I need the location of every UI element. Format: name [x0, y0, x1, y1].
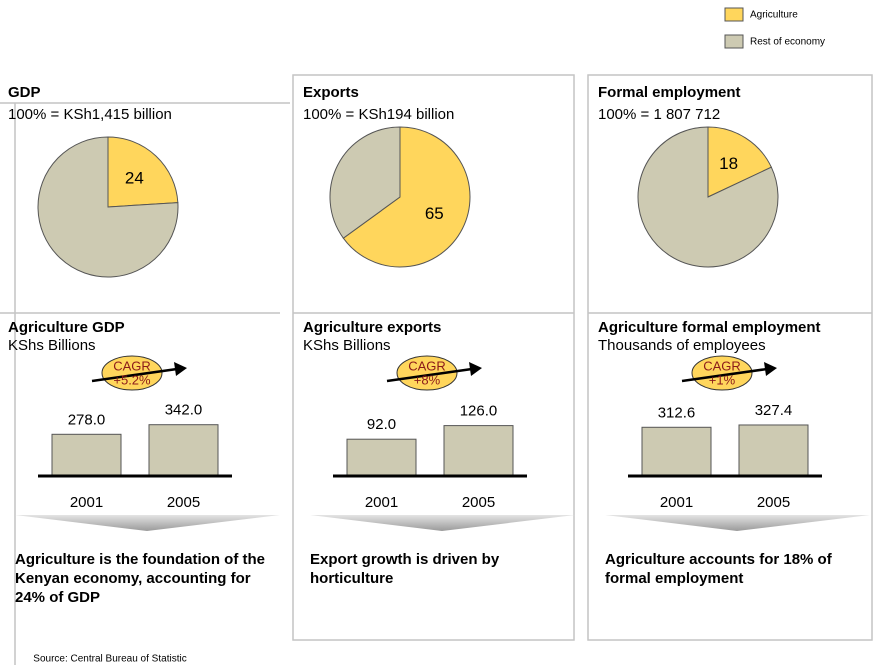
chevron	[15, 515, 280, 531]
data-label: 312.6	[658, 404, 696, 421]
bar	[51, 433, 122, 477]
x-tick-label: 2001	[365, 494, 398, 511]
pie-slice	[329, 126, 401, 239]
cagr-arrow	[91, 367, 178, 383]
data-label: 24	[125, 168, 144, 187]
cagr-label: CAGR	[113, 358, 151, 373]
cagr-value: +5.2%	[113, 372, 151, 387]
pie-subtitle: 100% = KSh1,415 billion	[8, 106, 172, 123]
pie-title: GDP	[8, 84, 41, 101]
data-label: 278.0	[68, 411, 106, 428]
x-tick-label: 2001	[660, 494, 693, 511]
pie-subtitle: 100% = KSh194 billion	[303, 106, 454, 123]
data-label: 92.0	[367, 416, 396, 433]
conclusion: Agriculture is the foundation of the Ken…	[15, 551, 265, 606]
legend-label: Rest of economy	[750, 37, 825, 48]
legend-swatch	[724, 34, 744, 49]
bar-subtitle: Thousands of employees	[598, 337, 766, 354]
pie-title: Exports	[303, 84, 359, 101]
bar-subtitle: KShs Billions	[303, 337, 391, 354]
cagr-arrow	[386, 367, 473, 383]
cagr-arrowhead	[469, 362, 482, 376]
data-label: 342.0	[165, 402, 203, 419]
chevron	[605, 515, 870, 531]
cagr-bubble	[101, 355, 163, 391]
bar	[738, 424, 809, 477]
data-label: 126.0	[460, 403, 498, 420]
data-label: 18	[719, 154, 738, 173]
bar-title: Agriculture formal employment	[598, 319, 821, 336]
legend-swatch	[724, 7, 744, 22]
chevron	[310, 515, 575, 531]
bar-title: Agriculture exports	[303, 319, 441, 336]
cagr-arrowhead	[764, 362, 777, 376]
pie-slice	[707, 126, 773, 198]
conclusion: Agriculture accounts for 18% of formal e…	[605, 551, 832, 587]
x-tick-label: 2001	[70, 494, 103, 511]
x-tick-label: 2005	[462, 494, 495, 511]
cagr-value: +8%	[414, 372, 441, 387]
legend-label: Agriculture	[750, 10, 798, 21]
cagr-arrowhead	[174, 362, 187, 376]
bar-subtitle: KShs Billions	[8, 337, 96, 354]
cagr-value: +1%	[709, 372, 736, 387]
data-label: 327.4	[755, 402, 793, 419]
conclusion: Export growth is driven by horticulture	[310, 551, 500, 587]
pie-slice	[637, 126, 779, 268]
cagr-bubble	[691, 355, 753, 391]
cagr-arrow	[681, 367, 768, 383]
cagr-label: CAGR	[408, 358, 446, 373]
source: Source: Central Bureau of Statistic	[33, 654, 186, 665]
x-tick-label: 2005	[167, 494, 200, 511]
pie-slice	[37, 136, 179, 278]
cagr-bubble	[396, 355, 458, 391]
bar	[443, 425, 514, 477]
bar	[346, 438, 417, 477]
cagr-label: CAGR	[703, 358, 741, 373]
data-label: 65	[425, 204, 444, 223]
bar-title: Agriculture GDP	[8, 319, 125, 336]
pie-slice	[107, 136, 179, 208]
pie-subtitle: 100% = 1 807 712	[598, 106, 720, 123]
bar	[641, 426, 712, 477]
panel-frames	[0, 74, 873, 665]
pie-title: Formal employment	[598, 84, 741, 101]
x-tick-label: 2005	[757, 494, 790, 511]
bar	[148, 424, 219, 477]
pie-slice	[342, 126, 471, 268]
